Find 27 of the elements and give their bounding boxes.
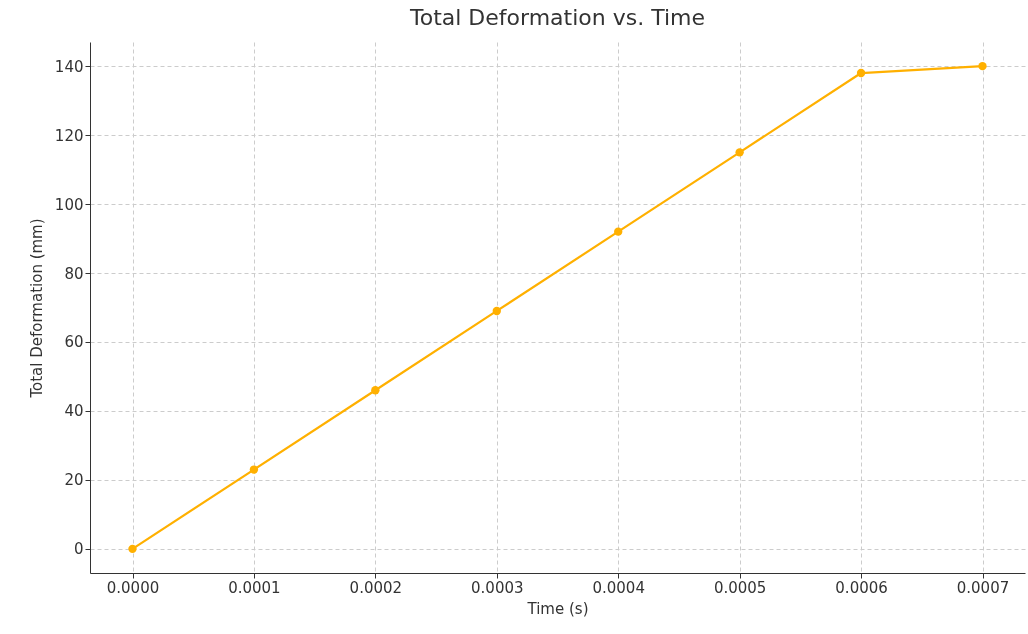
y-tick-label: 40 xyxy=(64,402,84,421)
y-axis-title: Total Deformation (mm) xyxy=(27,218,46,399)
x-tick-label: 0.0001 xyxy=(228,578,281,597)
point xyxy=(614,227,623,236)
y-tick-label: 0 xyxy=(73,540,84,559)
y-tick-label: 20 xyxy=(64,471,84,490)
x-tick-label: 0.0004 xyxy=(592,578,645,597)
x-tick-label: 0.0007 xyxy=(956,578,1010,597)
y-tick-label: 60 xyxy=(64,333,84,352)
x-tick-label: 0.0005 xyxy=(713,578,767,597)
point xyxy=(492,306,501,316)
point xyxy=(249,465,259,474)
x-tick-label: 0.0000 xyxy=(106,578,160,597)
point xyxy=(371,386,380,395)
point xyxy=(856,68,866,78)
x-tick-label: 0.0002 xyxy=(349,578,403,597)
point xyxy=(128,544,137,554)
y-tick-label: 80 xyxy=(64,264,84,283)
chart-title: Total Deformation vs. Time xyxy=(408,5,706,30)
x-axis-title: Time (s) xyxy=(526,599,589,618)
y-tick-label: 140 xyxy=(54,57,84,76)
x-tick-label: 0.0006 xyxy=(835,578,888,597)
y-tick-label: 120 xyxy=(54,126,84,145)
point xyxy=(735,148,744,157)
y-tick-label: 100 xyxy=(54,195,84,214)
x-tick-label: 0.0003 xyxy=(471,578,524,597)
point xyxy=(978,61,987,71)
